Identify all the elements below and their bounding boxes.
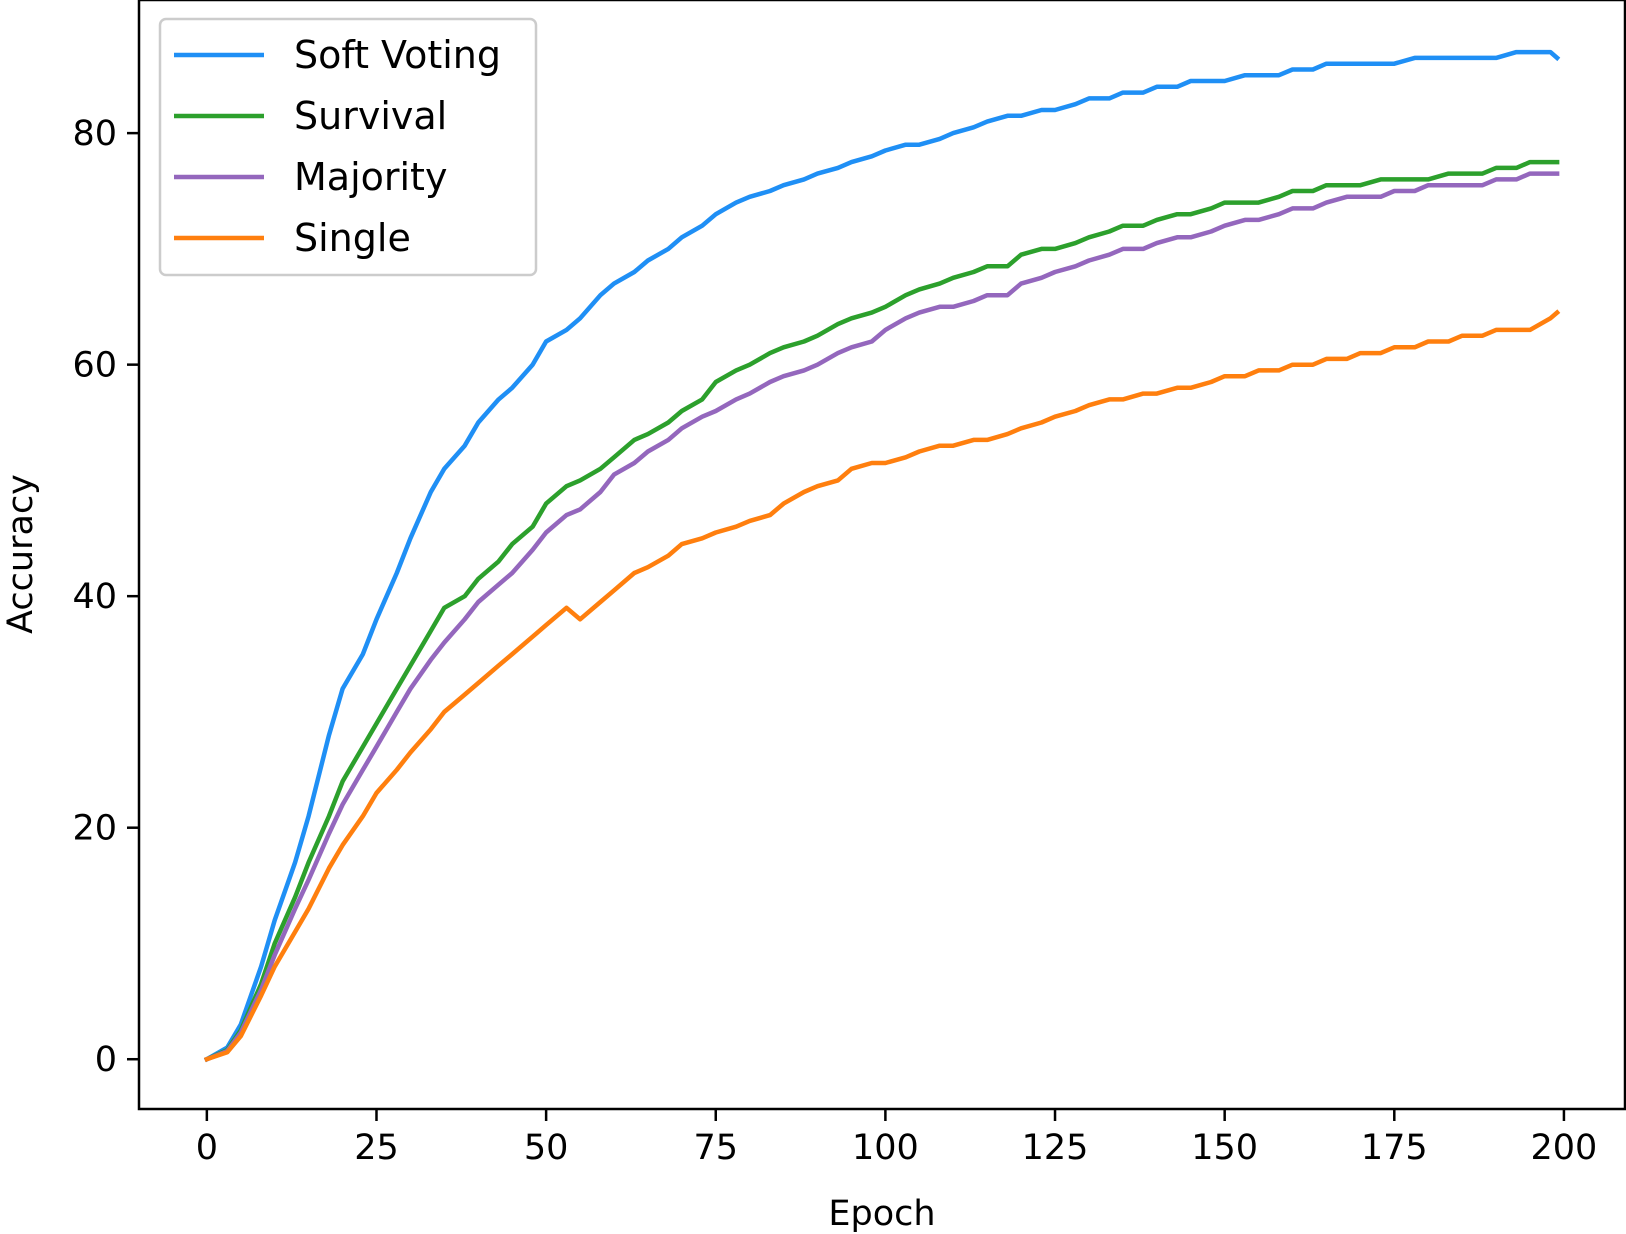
y-axis: 0 20 40 60 80 [72, 114, 139, 1080]
x-axis: 0 25 50 75 100 125 150 175 200 [196, 1109, 1598, 1168]
x-tick-label: 75 [693, 1128, 738, 1168]
y-tick-label: 0 [95, 1040, 117, 1080]
x-tick-label: 100 [852, 1128, 919, 1168]
series-line-soft-voting [203, 49, 1561, 1063]
legend-box [158, 17, 538, 277]
y-tick-label: 20 [72, 809, 117, 849]
series-line-majority [203, 171, 1560, 1063]
series-layer [203, 49, 1561, 1063]
x-tick-label: 50 [524, 1128, 569, 1168]
series-line-survival [203, 159, 1560, 1063]
x-axis-title: Epoch [828, 1194, 935, 1234]
x-tick-label: 0 [196, 1128, 218, 1168]
x-tick-label: 175 [1361, 1128, 1428, 1168]
plot-frame [137, 0, 1626, 1111]
legend-items: Soft Voting Survival Majority Single [174, 33, 501, 260]
legend-label-majority: Majority [294, 155, 447, 199]
legend-label-survival: Survival [294, 94, 447, 138]
y-tick-label: 60 [72, 346, 117, 386]
x-tick-label: 150 [1191, 1128, 1258, 1168]
y-tick-label: 40 [72, 577, 117, 617]
series-line-single [204, 309, 1561, 1063]
y-axis-title: Accuracy [1, 474, 41, 634]
x-tick-label: 200 [1531, 1128, 1598, 1168]
legend-label-soft-voting: Soft Voting [294, 33, 501, 77]
legend-label-single: Single [294, 216, 411, 260]
y-tick-label: 80 [72, 114, 117, 154]
x-tick-label: 125 [1022, 1128, 1089, 1168]
legend: Soft Voting Survival Majority Single [158, 17, 538, 277]
x-tick-label: 25 [354, 1128, 399, 1168]
